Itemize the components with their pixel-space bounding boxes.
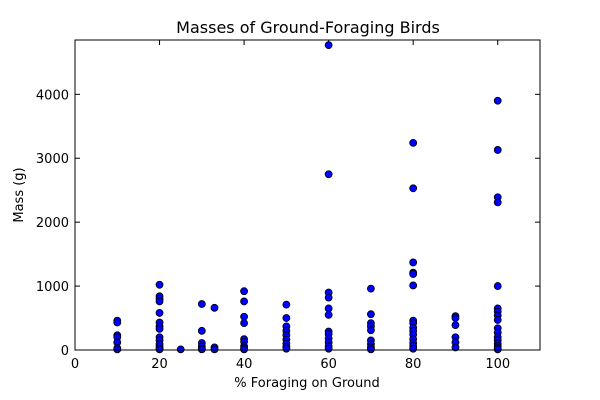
data-point — [155, 309, 164, 317]
data-point — [324, 293, 333, 302]
data-point — [240, 319, 248, 328]
data-point — [493, 198, 502, 207]
data-point — [240, 287, 248, 296]
chart-title: Masses of Ground-Foraging Birds — [176, 18, 440, 37]
x-tick-label: 0 — [71, 357, 79, 372]
data-point — [409, 344, 418, 353]
data-point — [451, 343, 460, 352]
data-point — [113, 318, 122, 327]
data-point — [155, 325, 164, 333]
y-tick-label: 3000 — [36, 152, 69, 167]
data-point — [367, 284, 375, 293]
data-points — [113, 41, 502, 354]
data-point — [451, 314, 460, 322]
data-point — [282, 300, 291, 309]
data-point — [367, 345, 375, 354]
data-point — [210, 345, 219, 354]
data-point — [282, 314, 291, 322]
x-tick-label: 60 — [320, 357, 337, 372]
y-axis-label: Mass (g) — [12, 167, 27, 222]
data-point — [155, 297, 164, 306]
x-tick-label: 20 — [151, 357, 168, 372]
data-point — [409, 139, 418, 147]
data-point — [113, 345, 122, 354]
data-point — [493, 345, 502, 354]
data-point — [493, 316, 502, 324]
data-point — [324, 310, 333, 319]
data-point — [240, 312, 248, 321]
x-axis-label: % Foraging on Ground — [234, 376, 379, 391]
y-tick-label: 4000 — [36, 88, 69, 103]
data-point — [197, 345, 206, 354]
data-point — [409, 184, 418, 193]
data-point — [240, 345, 248, 354]
data-point — [324, 41, 333, 50]
data-point — [451, 321, 460, 329]
data-point — [197, 326, 206, 335]
data-point — [409, 270, 418, 278]
data-point — [240, 297, 248, 306]
data-point — [324, 304, 333, 313]
data-point — [324, 170, 333, 179]
y-tick-label: 0 — [61, 344, 69, 359]
data-point — [176, 345, 185, 354]
data-point — [367, 310, 375, 319]
data-point — [155, 345, 164, 354]
data-point — [409, 258, 418, 267]
data-point — [210, 303, 219, 312]
data-point — [493, 146, 502, 154]
data-point — [155, 280, 164, 289]
y-axis-label-group: Mass (g) — [12, 167, 27, 222]
plot-frame — [74, 39, 541, 351]
data-point — [493, 282, 502, 290]
y-tick-label: 2000 — [36, 216, 69, 231]
x-tick-label: 40 — [236, 357, 253, 372]
y-tick-label: 1000 — [36, 280, 69, 295]
data-point — [197, 300, 206, 308]
data-point — [409, 281, 418, 290]
x-tick-label: 100 — [485, 357, 510, 372]
x-tick-label: 80 — [405, 357, 422, 372]
data-point — [493, 96, 502, 105]
data-point — [367, 326, 375, 335]
data-point — [282, 344, 291, 353]
data-point — [324, 344, 333, 353]
